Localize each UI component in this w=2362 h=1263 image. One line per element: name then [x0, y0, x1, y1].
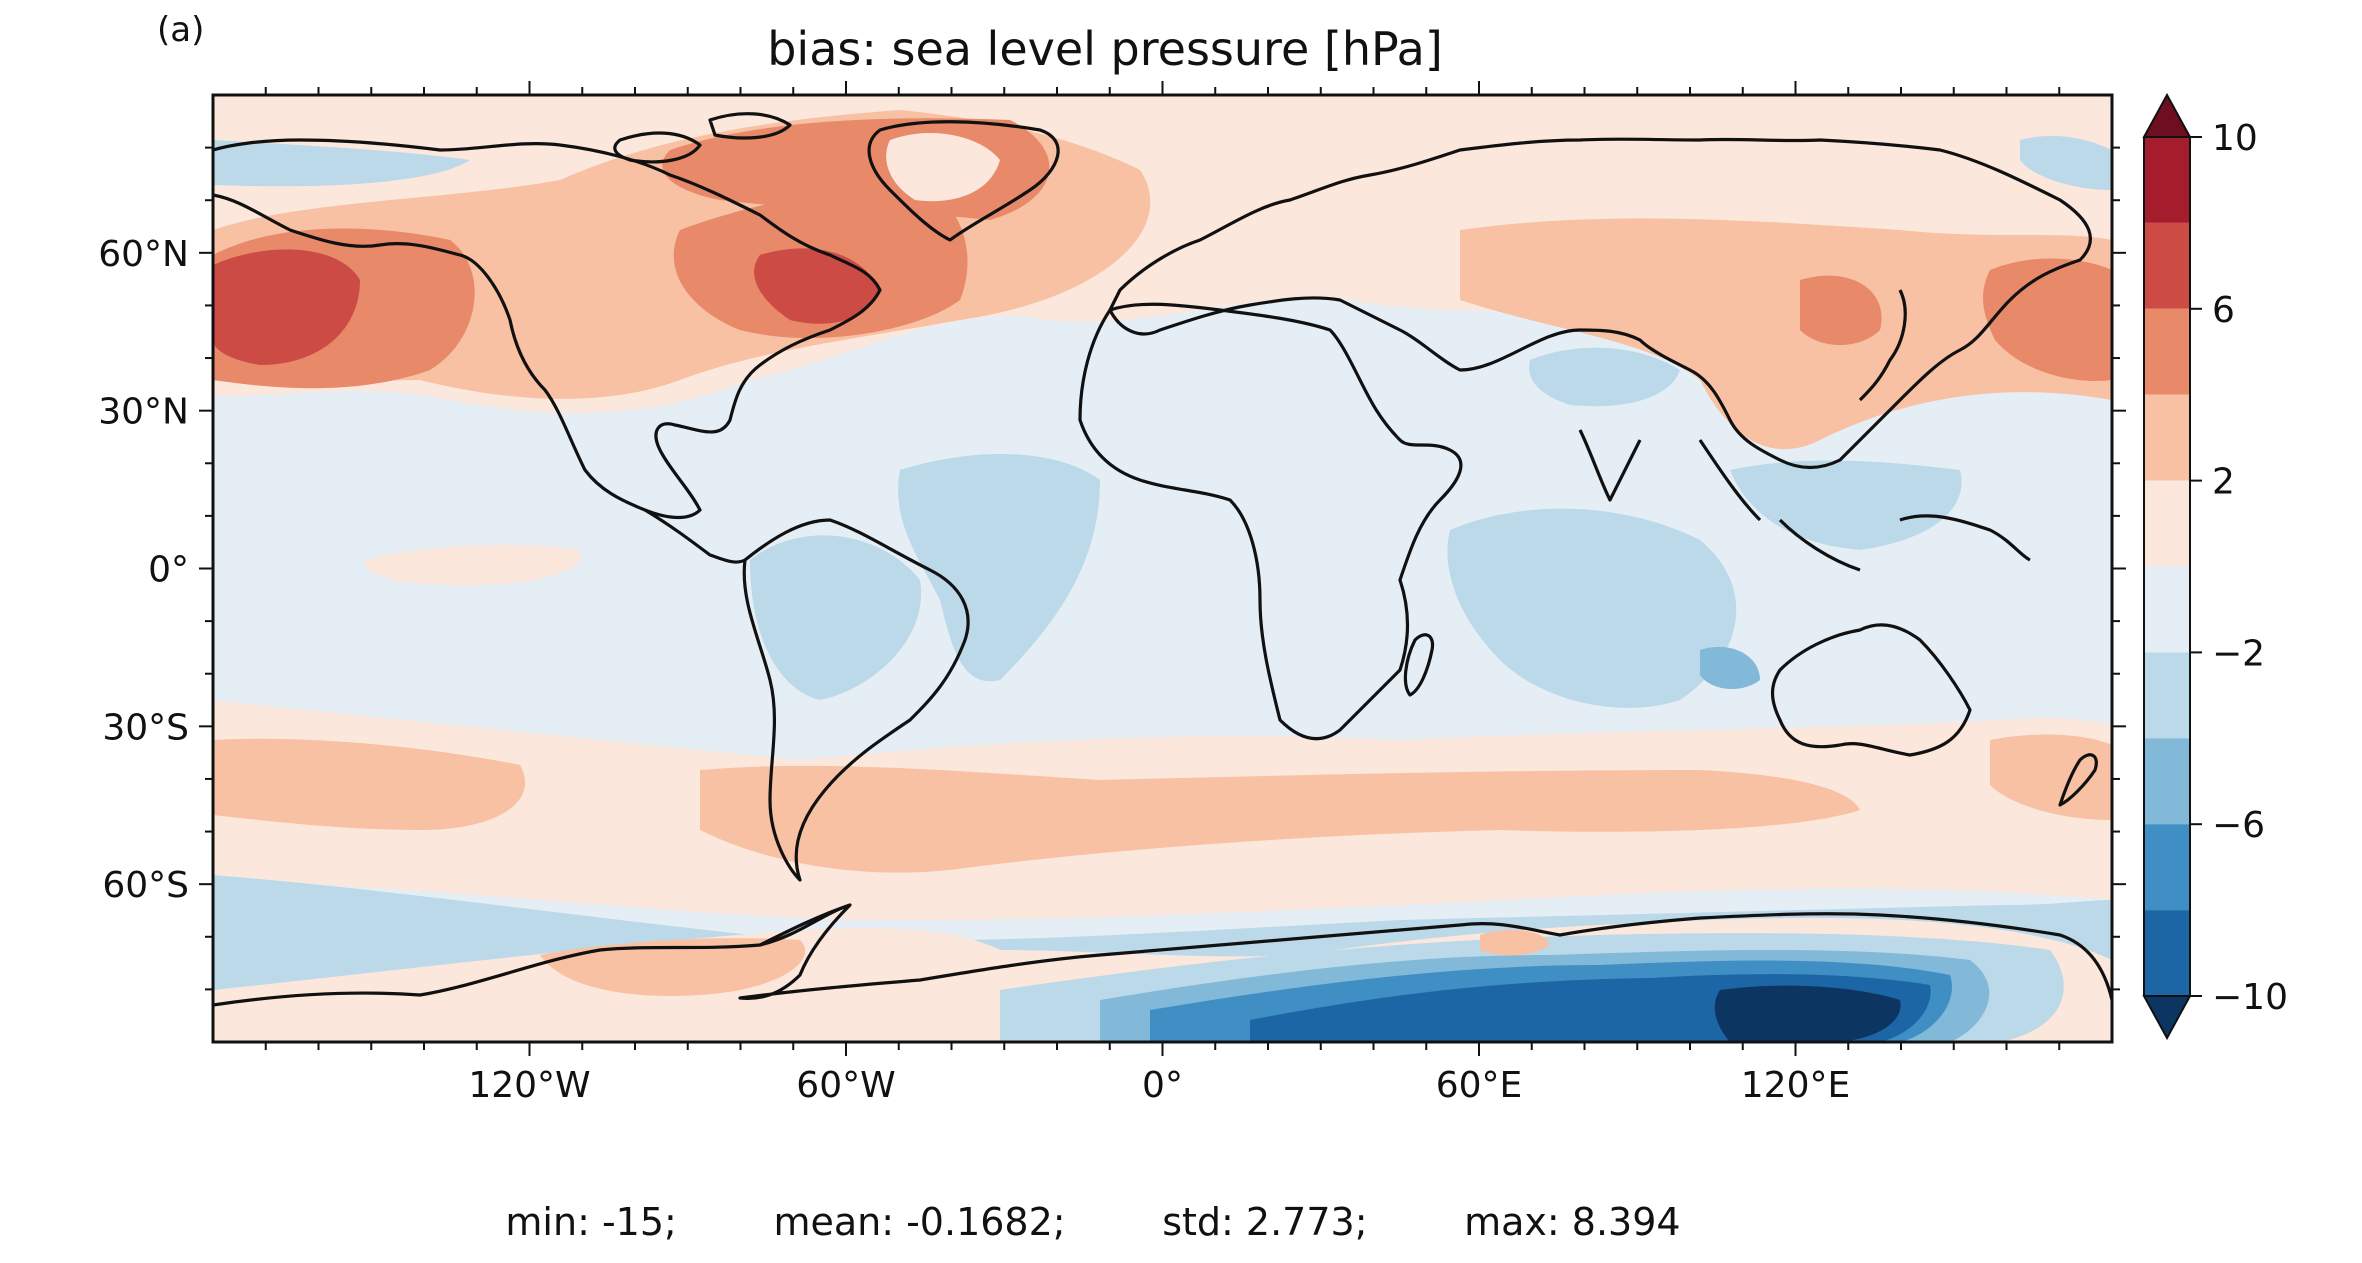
australia-blue: [1700, 646, 1760, 690]
coastlines: [213, 112, 2112, 1007]
south-america-blue: [750, 535, 922, 700]
colorbar-segment: [2144, 480, 2190, 567]
stats-text: min: -15; mean: -0.1682; std: 2.773; max…: [505, 1200, 1681, 1244]
colorbar-segment: [2144, 222, 2190, 309]
x-tick-label: 120°W: [468, 1065, 590, 1106]
antarctic-blue-5: [1714, 985, 1901, 1042]
pacific-light-red: [365, 544, 582, 585]
x-tick-label: 60°E: [1436, 1065, 1523, 1106]
coast-north-america: [213, 138, 882, 520]
asia-blue: [1529, 347, 1680, 407]
colorbar-tick-label: 10: [2212, 118, 2258, 159]
sh-positive-band-4: [1990, 734, 2112, 820]
greenland-light: [886, 132, 1000, 202]
atlantic-blue: [898, 453, 1100, 682]
sh-positive-band-2: [213, 738, 526, 830]
coast-greenland: [867, 120, 1060, 242]
nh-positive-band-7: [213, 249, 360, 365]
y-tick-label: 60°N: [98, 234, 189, 275]
coast-eurasia: [1108, 137, 2092, 470]
axis-ticks: 120°W 60°W 0° 60°E 120°E 60°N 30°N 0° 30°S 60°S: [98, 81, 2126, 1106]
map-title: bias: sea level pressure [hPa]: [0, 22, 2362, 76]
colorbar-tick-label: −2: [2212, 633, 2265, 674]
colorbar-segment: [2144, 652, 2190, 739]
coast-central-america: [644, 508, 746, 564]
colorbar-extend-min: [2142, 995, 2192, 1041]
nh-positive-band-8: [754, 248, 880, 324]
colorbar-segment: [2144, 566, 2190, 653]
coast-southeast-asia: [1698, 439, 2031, 572]
coast-antarctica: [213, 903, 2112, 1007]
x-tick-label: 60°W: [796, 1065, 895, 1106]
y-tick-label: 30°S: [102, 707, 189, 748]
colorbar: 10 6 2 −2 −6 −10: [2142, 92, 2288, 1041]
bias-field: [213, 95, 2112, 1042]
colorbar-segment: [2144, 910, 2190, 996]
coast-australia: [1770, 623, 1972, 757]
coast-south-america: [742, 518, 970, 882]
colorbar-tick-label: 2: [2212, 462, 2235, 503]
colorbar-segment: [2144, 824, 2190, 911]
arctic-blue: [213, 140, 470, 187]
colorbar-segment: [2144, 738, 2190, 825]
antarctic-red: [540, 938, 806, 996]
nh-positive-band-10: [1800, 275, 1882, 345]
indian-ocean-blue: [1447, 508, 1737, 708]
sh-positive-band-3: [700, 765, 1860, 873]
nh-positive-band-9: [1983, 258, 2112, 381]
colorbar-segment: [2144, 308, 2190, 395]
coast-madagascar: [1403, 633, 1435, 697]
coast-africa: [1078, 302, 1463, 741]
y-tick-label: 60°S: [102, 865, 189, 906]
antarctic-red-patch: [1480, 929, 1550, 956]
coast-arctic-islands: [613, 112, 792, 164]
colorbar-segment: [2144, 394, 2190, 481]
colorbar-tick-label: −6: [2212, 805, 2265, 846]
colorbar-tick-label: 6: [2212, 290, 2235, 331]
colorbar-segment: [2144, 137, 2190, 223]
coast-japan: [1858, 289, 1907, 402]
x-tick-label: 120°E: [1741, 1065, 1850, 1106]
coast-india: [1578, 429, 1642, 502]
y-tick-label: 0°: [148, 550, 189, 591]
colorbar-tick-label: −10: [2212, 977, 2288, 1018]
panel-label: (a): [157, 10, 205, 50]
map-title-text: bias: sea level pressure [hPa]: [767, 22, 1443, 76]
y-tick-label: 30°N: [98, 392, 189, 433]
coast-antarctic-peninsula: [759, 903, 851, 947]
colorbar-extend-max: [2142, 92, 2192, 138]
arctic-blue-2: [2020, 135, 2112, 190]
x-tick-label: 0°: [1142, 1065, 1183, 1106]
stats-line: min: -15; mean: -0.1682; std: 2.773; max…: [0, 1200, 2362, 1244]
nh-positive-band-3: [1460, 218, 2112, 450]
coast-new-zealand: [2058, 753, 2098, 807]
